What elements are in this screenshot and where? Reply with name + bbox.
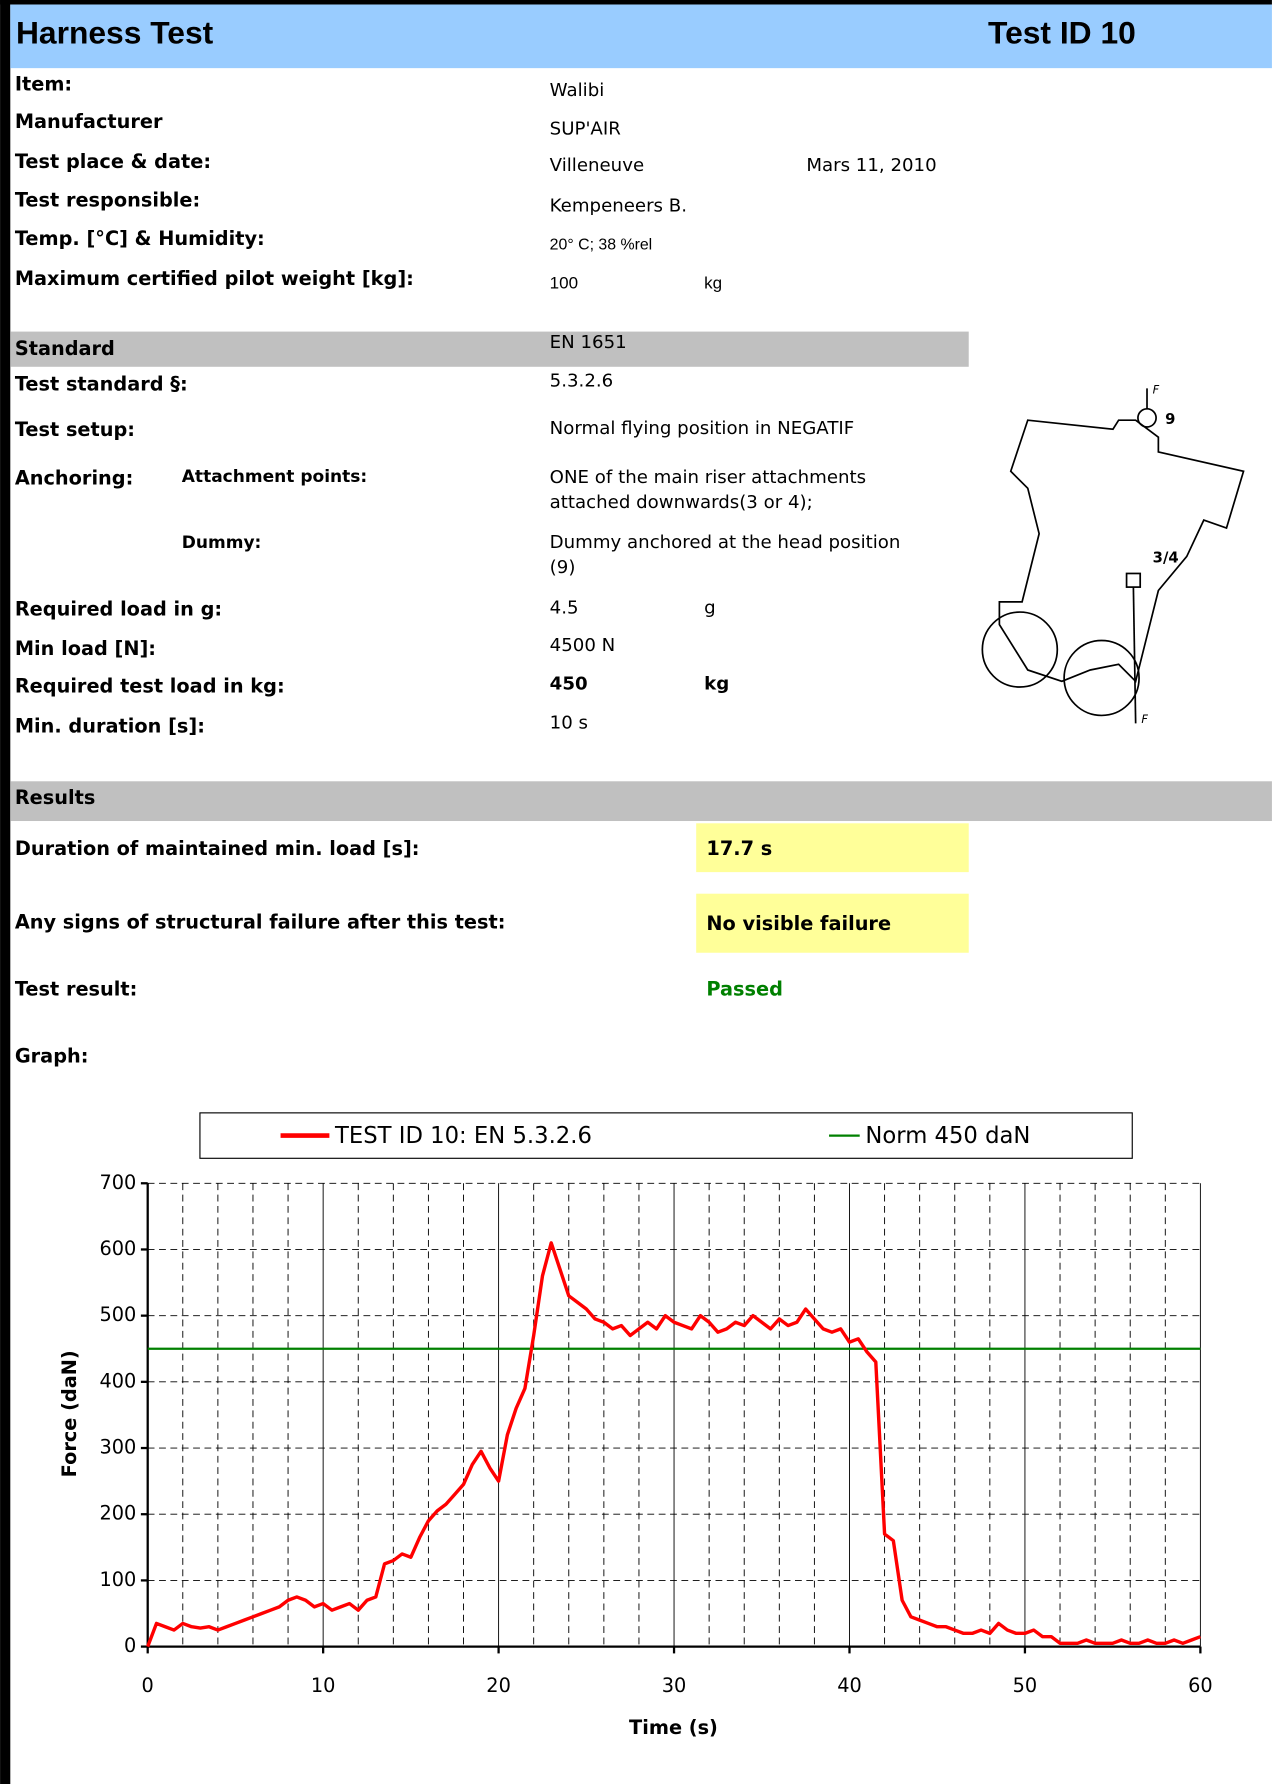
standard-bar	[10, 332, 968, 367]
top-border	[0, 0, 1272, 5]
field-value: Passed	[706, 978, 783, 1001]
field-label: Required load in g:	[15, 597, 222, 620]
chart: 0 100 200 300 400 500 600 700 0 10 20 30 40 50 60 TEST …	[99, 1123, 1212, 1697]
y-tick-label: 500	[99, 1303, 136, 1326]
diagram-label: 3/4	[1153, 550, 1179, 567]
document: Harness Test Test ID 10 Item: Walibi Man…	[0, 0, 1272, 1784]
results-bar	[10, 781, 1272, 821]
y-tick-label: 400	[99, 1369, 136, 1392]
field-label: Manufacturer	[15, 110, 163, 133]
field-label: Graph:	[15, 1045, 89, 1068]
field-label: Min load [N]:	[15, 637, 156, 660]
field-extra: Mars 11, 2010	[806, 155, 936, 176]
field-value: attached downwards(3 or 4);	[550, 492, 813, 513]
field-label: Test responsible:	[15, 188, 200, 211]
legend-label: Norm 450 daN	[865, 1123, 1030, 1149]
field-label: Duration of maintained min. load [s]:	[15, 837, 420, 860]
field-label: Test setup:	[15, 418, 135, 441]
field-value: 20° C; 38 %rel	[550, 236, 653, 253]
field-value: (9)	[550, 557, 576, 578]
field-value: 5.3.2.6	[550, 371, 614, 392]
y-tick-label: 600	[99, 1237, 136, 1260]
y-tick-label: 200	[99, 1502, 136, 1525]
field-label: Test place & date:	[15, 150, 211, 173]
field-value: No visible failure	[706, 912, 891, 935]
field-value: Walibi	[550, 80, 605, 101]
x-tick-label: 10	[311, 1674, 336, 1697]
field-label: Item:	[15, 73, 72, 96]
y-tick-label: 700	[99, 1171, 136, 1194]
field-label: Maximum certified pilot weight [kg]:	[15, 267, 414, 290]
field-value: Kempeneers B.	[550, 196, 687, 217]
x-tick-label: 0	[142, 1674, 154, 1697]
field-label: Test result:	[15, 978, 138, 1001]
field-extra: kg	[704, 273, 722, 292]
field-label: Min. duration [s]:	[15, 714, 205, 737]
left-border	[0, 0, 10, 1784]
x-tick-label: 60	[1188, 1674, 1213, 1697]
field-sublabel: Dummy:	[182, 533, 262, 553]
field-label: Any signs of structural failure after th…	[15, 911, 506, 934]
x-tick-label: 50	[1013, 1674, 1038, 1697]
standard-value: EN 1651	[550, 332, 627, 353]
field-value: 4500 N	[550, 635, 616, 656]
standard-label: Standard	[15, 337, 115, 360]
field-value: Villeneuve	[550, 155, 644, 176]
field-value: 450	[550, 674, 588, 695]
field-extra: kg	[704, 674, 729, 695]
y-tick-label: 300	[99, 1436, 136, 1459]
y-tick-label: 100	[99, 1568, 136, 1591]
diagram-label: 9	[1165, 411, 1175, 428]
field-value: 4.5	[550, 598, 579, 619]
test-id: Test ID 10	[988, 15, 1136, 51]
field-value: SUP'AIR	[550, 118, 622, 139]
results-header: Results	[15, 786, 96, 809]
field-label: Anchoring:	[15, 467, 134, 490]
field-sublabel: Attachment points:	[182, 467, 367, 487]
field-value: Normal flying position in NEGATIF	[550, 418, 855, 439]
field-value: 100	[550, 273, 578, 292]
field-extra: g	[704, 598, 716, 619]
y-tick-label: 0	[124, 1634, 136, 1657]
field-value: 17.7 s	[706, 837, 772, 860]
field-label: Required test load in kg:	[15, 675, 285, 698]
field-value: ONE of the main riser attachments	[550, 467, 866, 488]
x-axis-title: Time (s)	[629, 1716, 718, 1739]
legend-label: TEST ID 10: EN 5.3.2.6	[334, 1123, 592, 1149]
x-tick-label: 20	[486, 1674, 511, 1697]
x-tick-label: 40	[837, 1674, 862, 1697]
field-value: Dummy anchored at the head position	[550, 532, 901, 553]
page: Harness Test Test ID 10 Item: Walibi Man…	[0, 0, 1272, 1784]
diagram-label: F	[1141, 712, 1148, 726]
x-tick-label: 30	[662, 1674, 687, 1697]
title: Harness Test	[16, 15, 214, 51]
field-label: Temp. [°C] & Humidity:	[15, 227, 265, 250]
field-value: 10 s	[550, 712, 588, 733]
diagram-label: F	[1153, 383, 1160, 397]
y-axis-title: Force (daN)	[58, 1350, 81, 1477]
field-label: Test standard §:	[15, 372, 188, 395]
